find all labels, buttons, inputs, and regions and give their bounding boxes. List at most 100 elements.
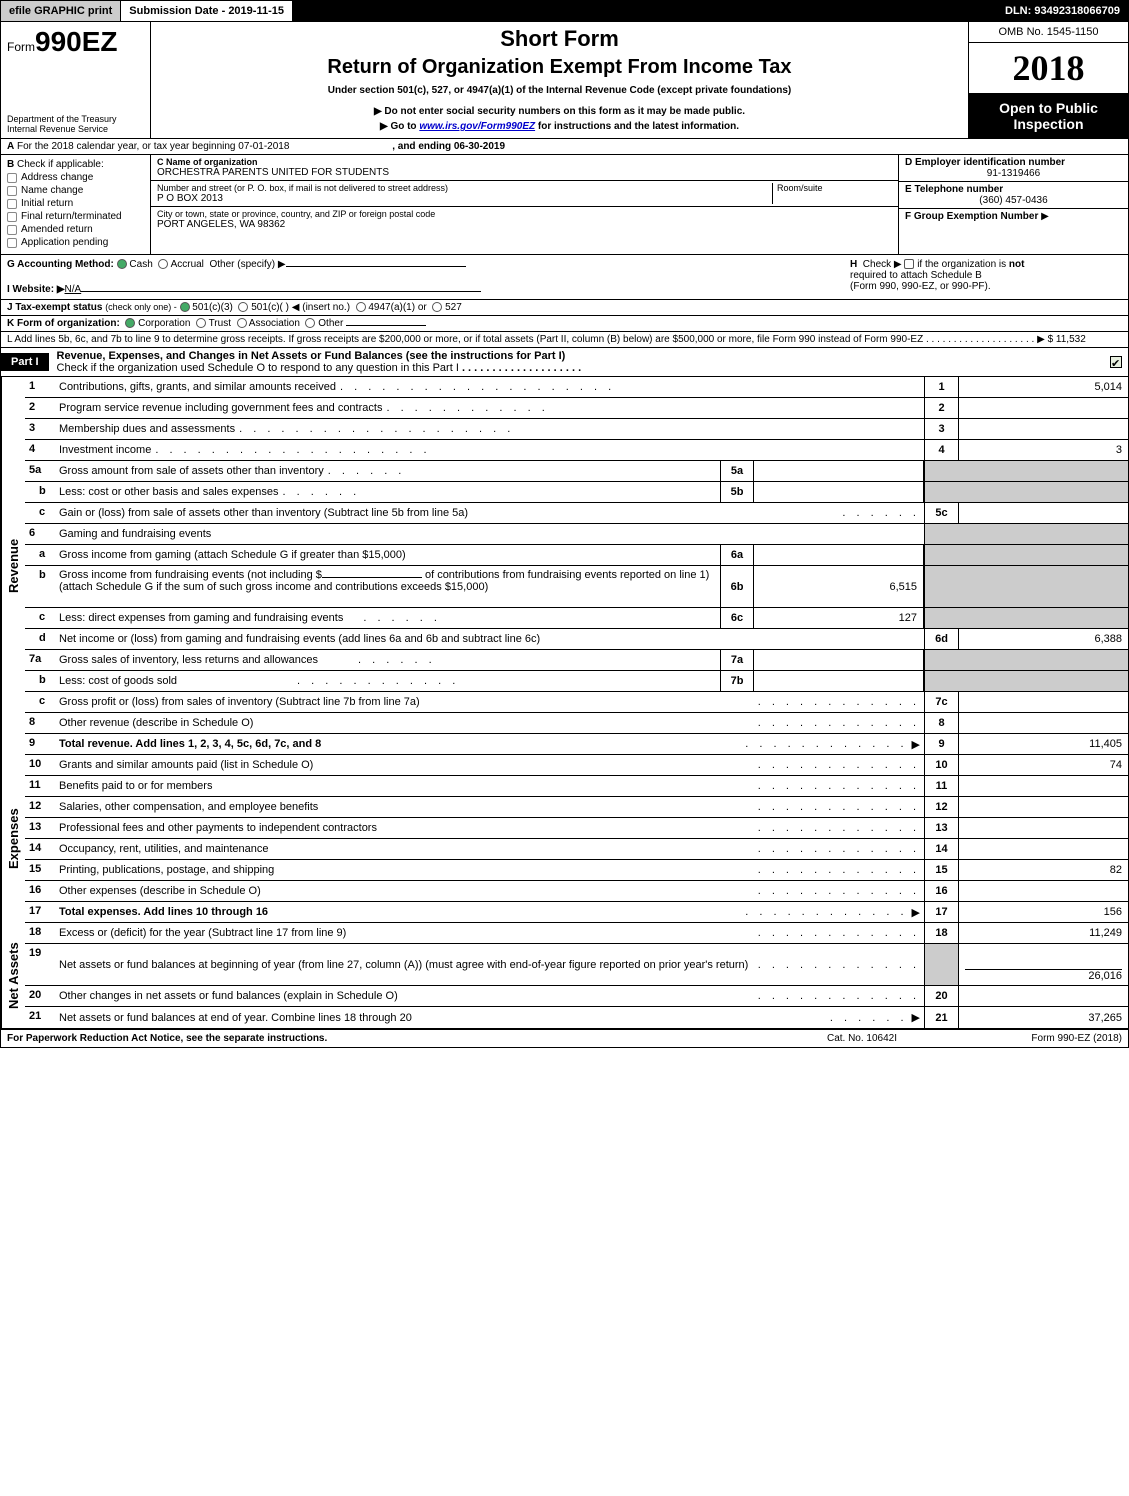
city-label: City or town, state or province, country…: [157, 209, 892, 219]
l5c-rv: [958, 503, 1128, 523]
g-cash: Cash: [129, 259, 152, 270]
l7a-mv: [754, 650, 924, 670]
dln-label: DLN: 93492318066709: [997, 1, 1128, 21]
h-check: Check ▶: [863, 259, 902, 270]
checkbox-initial-return[interactable]: [7, 199, 17, 209]
sub3-post: for instructions and the latest informat…: [535, 121, 739, 132]
l5b-text: Less: cost or other basis and sales expe…: [59, 486, 279, 498]
l6a-mv: [754, 545, 924, 565]
g-other-blank[interactable]: [286, 266, 466, 267]
checkbox-name-change[interactable]: [7, 186, 17, 196]
l3-rv: [958, 419, 1128, 439]
form-subtitle-3: ▶ Go to www.irs.gov/Form990EZ for instru…: [159, 121, 960, 132]
website-blank: [81, 291, 481, 292]
checkbox-application-pending[interactable]: [7, 238, 17, 248]
netassets-section: Net Assets 18Excess or (deficit) for the…: [0, 923, 1129, 1029]
row-a-text: For the 2018 calendar year, or tax year …: [17, 141, 289, 152]
l19-num: 19: [25, 944, 55, 985]
l7a-text: Gross sales of inventory, less returns a…: [59, 654, 318, 666]
l6-num: 6: [25, 524, 55, 544]
ein-value: 91-1319466: [905, 168, 1122, 179]
addr-value: P O BOX 2013: [157, 193, 772, 204]
l7b-shade: [924, 671, 1128, 691]
radio-trust[interactable]: [196, 318, 206, 328]
h-label: H: [850, 259, 857, 270]
l13-text: Professional fees and other payments to …: [59, 822, 377, 834]
c-label: C Name of organization: [157, 157, 258, 167]
page-footer: For Paperwork Reduction Act Notice, see …: [0, 1029, 1129, 1048]
radio-accrual[interactable]: [158, 259, 168, 269]
l12-dots: . . . . . . . . . . . .: [758, 801, 920, 813]
h-checkbox[interactable]: [904, 259, 914, 269]
expenses-side-label: Expenses: [1, 755, 25, 923]
radio-527[interactable]: [432, 302, 442, 312]
h-text3: (Form 990, 990-EZ, or 990-PF).: [850, 281, 1122, 292]
checkbox-amended-return[interactable]: [7, 225, 17, 235]
l7a-dots: . . . . . .: [358, 654, 436, 666]
l1-num: 1: [25, 377, 55, 397]
l7c-text: Gross profit or (loss) from sales of inv…: [59, 696, 420, 708]
l19-rv: 26,016: [965, 969, 1122, 982]
revenue-section: Revenue 1Contributions, gifts, grants, a…: [0, 377, 1129, 755]
col-def: D Employer identification number 91-1319…: [898, 155, 1128, 254]
l17-rn: 17: [924, 902, 958, 922]
l-amount: ▶ $ 11,532: [1037, 334, 1086, 345]
l11-dots: . . . . . . . . . . . .: [758, 780, 920, 792]
form-title: Return of Organization Exempt From Incom…: [159, 56, 960, 79]
efile-print-button[interactable]: efile GRAPHIC print: [1, 1, 121, 21]
l12-num: 12: [25, 797, 55, 817]
section-ghi: G Accounting Method: Cash Accrual Other …: [0, 255, 1129, 300]
l6d-num: d: [25, 629, 55, 649]
open-to-public: Open to Public Inspection: [969, 94, 1128, 138]
addr-label: Number and street (or P. O. box, if mail…: [157, 183, 772, 193]
l6d-rv: 6,388: [958, 629, 1128, 649]
l14-num: 14: [25, 839, 55, 859]
checkbox-final-return[interactable]: [7, 212, 17, 222]
l9-rn: 9: [924, 734, 958, 754]
l8-dots: . . . . . . . . . . . .: [758, 717, 920, 729]
netassets-side-label: Net Assets: [1, 923, 25, 1028]
l10-rv: 74: [958, 755, 1128, 775]
l1-rv: 5,014: [958, 377, 1128, 397]
b-item-0: Address change: [21, 172, 93, 183]
part-1-desc-text: Revenue, Expenses, and Changes in Net As…: [57, 350, 566, 362]
l21-num: 21: [25, 1007, 55, 1028]
footer-right: Form 990-EZ (2018): [962, 1033, 1122, 1044]
f-label: F Group Exemption Number: [905, 211, 1038, 222]
radio-501c3[interactable]: [180, 302, 190, 312]
g-label: G Accounting Method:: [7, 259, 114, 270]
l21-rn: 21: [924, 1007, 958, 1028]
l17-arrow-icon: [908, 906, 920, 919]
netassets-lines: 18Excess or (deficit) for the year (Subt…: [25, 923, 1128, 1028]
radio-4947[interactable]: [356, 302, 366, 312]
checkbox-address-change[interactable]: [7, 173, 17, 183]
j-o4: 527: [445, 302, 462, 313]
l20-rn: 20: [924, 986, 958, 1006]
l9-rv: 11,405: [958, 734, 1128, 754]
radio-cash[interactable]: [117, 259, 127, 269]
l-text: L Add lines 5b, 6c, and 7b to line 9 to …: [7, 334, 923, 345]
l6a-mn: 6a: [720, 545, 754, 565]
k-label: K Form of organization:: [7, 318, 120, 329]
radio-other[interactable]: [305, 318, 315, 328]
l17-rv: 156: [958, 902, 1128, 922]
irs-link[interactable]: www.irs.gov/Form990EZ: [419, 121, 535, 132]
radio-corp[interactable]: [125, 318, 135, 328]
l10-rn: 10: [924, 755, 958, 775]
l20-text: Other changes in net assets or fund bala…: [59, 990, 398, 1002]
l18-dots: . . . . . . . . . . . .: [758, 927, 920, 939]
l14-dots: . . . . . . . . . . . .: [758, 843, 920, 855]
short-form-title: Short Form: [159, 26, 960, 52]
part-1-checkbox[interactable]: ✔: [1110, 356, 1122, 368]
l2-text: Program service revenue including govern…: [59, 402, 382, 414]
l5a-text: Gross amount from sale of assets other t…: [59, 465, 324, 477]
l6b-blank[interactable]: [322, 577, 422, 578]
topbar-spacer: [293, 1, 997, 21]
l7b-text: Less: cost of goods sold: [59, 675, 177, 687]
l2-num: 2: [25, 398, 55, 418]
l5b-shade: [924, 482, 1128, 502]
radio-501c[interactable]: [238, 302, 248, 312]
l13-rn: 13: [924, 818, 958, 838]
l15-text: Printing, publications, postage, and shi…: [59, 864, 274, 876]
radio-assoc[interactable]: [237, 318, 247, 328]
